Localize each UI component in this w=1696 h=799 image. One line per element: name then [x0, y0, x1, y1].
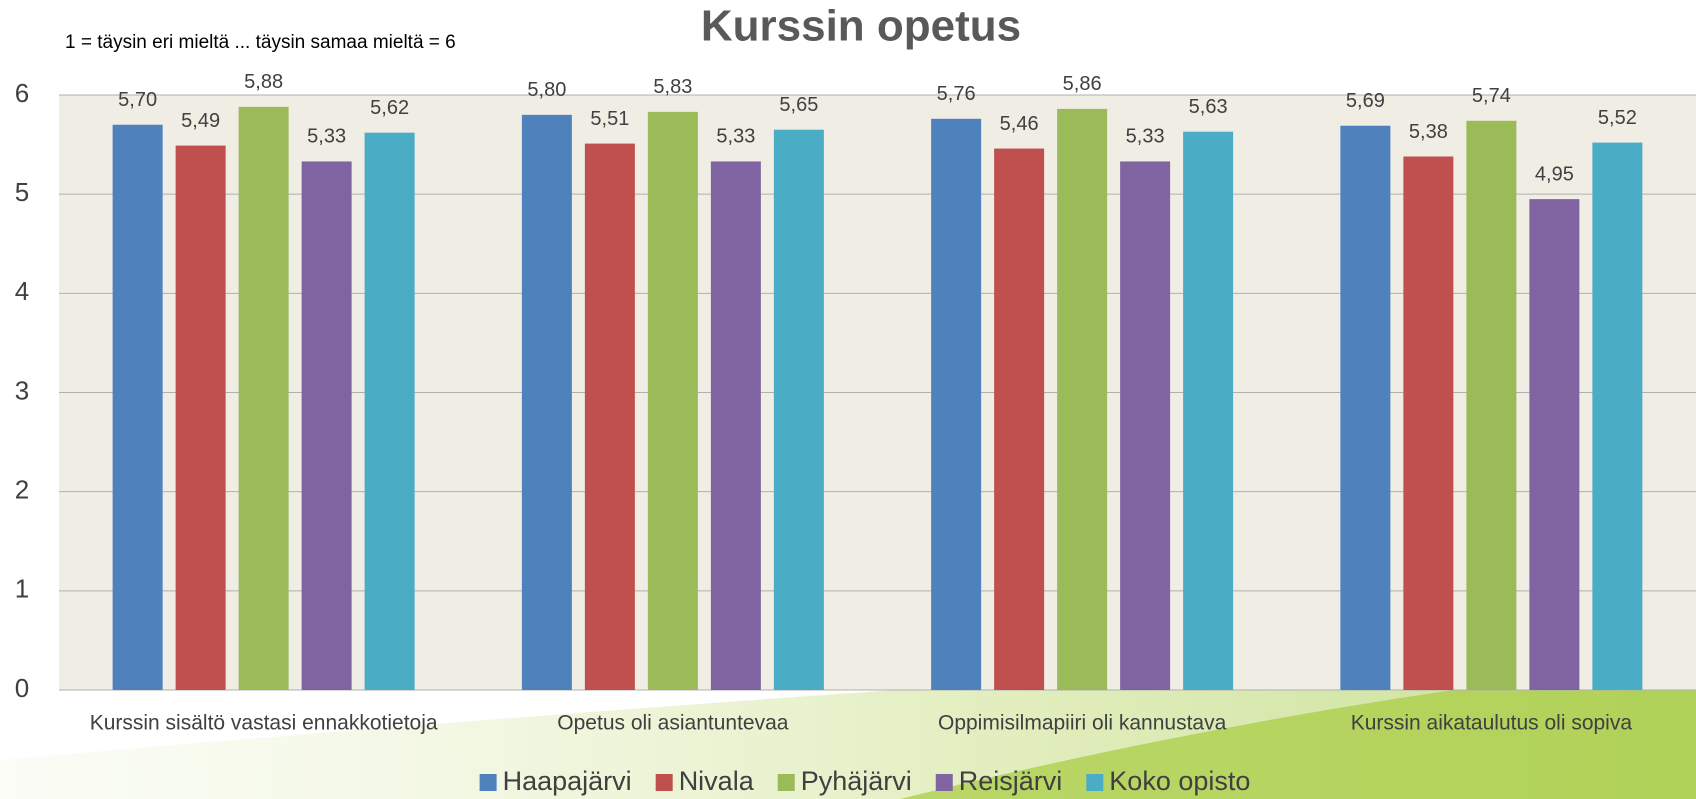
y-tick-label: 1	[15, 574, 29, 604]
value-label: 5,69	[1346, 90, 1385, 112]
bar	[1592, 143, 1642, 690]
x-tick-label: Opetus oli asiantuntevaa	[557, 712, 788, 735]
value-label: 5,65	[779, 94, 818, 116]
y-tick-label: 0	[15, 673, 29, 703]
bar	[113, 125, 163, 690]
bar	[774, 130, 824, 690]
bar	[1340, 126, 1390, 690]
bar	[302, 161, 352, 690]
value-label: 5,62	[370, 97, 409, 119]
x-tick-label: Kurssin sisältö vastasi ennakkotietoja	[90, 712, 438, 735]
legend-label: Koko opisto	[1109, 766, 1250, 796]
value-label: 5,63	[1189, 96, 1228, 118]
bar	[585, 144, 635, 690]
bar	[239, 107, 289, 690]
bar	[1057, 109, 1107, 690]
y-tick-label: 6	[15, 78, 29, 108]
y-tick-label: 5	[15, 177, 29, 207]
x-tick-label: Kurssin aikataulutus oli sopiva	[1351, 712, 1633, 735]
legend-swatch	[778, 774, 795, 791]
value-label: 5,52	[1598, 107, 1637, 129]
value-label: 5,80	[527, 79, 566, 101]
y-tick-label: 2	[15, 475, 29, 505]
value-label: 5,70	[118, 89, 157, 111]
value-label: 5,74	[1472, 85, 1511, 107]
bar	[994, 149, 1044, 690]
x-tick-label: Oppimisilmapiiri oli kannustava	[938, 712, 1227, 735]
chart-title: Kurssin opetus	[701, 2, 1021, 51]
value-label: 5,76	[937, 83, 976, 105]
bar	[1183, 132, 1233, 690]
bar	[1403, 156, 1453, 690]
value-label: 5,86	[1063, 73, 1102, 95]
bar	[522, 115, 572, 690]
bar	[931, 119, 981, 690]
bar	[648, 112, 698, 690]
value-label: 5,83	[653, 76, 692, 98]
value-label: 5,33	[716, 126, 755, 148]
bar	[1466, 121, 1516, 690]
y-tick-label: 4	[15, 276, 29, 306]
legend-label: Haapajärvi	[503, 766, 632, 796]
legend-swatch	[480, 774, 497, 791]
value-label: 5,88	[244, 71, 283, 93]
subtitle: 1 = täysin eri mieltä ... täysin samaa m…	[65, 32, 456, 53]
legend-label: Nivala	[679, 766, 755, 796]
bar	[1120, 161, 1170, 690]
value-label: 5,33	[307, 126, 346, 148]
y-tick-label: 3	[15, 375, 29, 405]
bar	[176, 146, 226, 690]
legend-label: Pyhäjärvi	[801, 766, 912, 796]
legend-swatch	[1086, 774, 1103, 791]
bar	[1529, 199, 1579, 690]
value-label: 5,33	[1126, 126, 1165, 148]
legend-swatch	[936, 774, 953, 791]
value-label: 5,38	[1409, 121, 1448, 143]
bar	[365, 133, 415, 690]
value-label: 5,49	[181, 110, 220, 132]
value-label: 5,46	[1000, 113, 1039, 135]
chart: Kurssin opetus 1 = täysin eri mieltä ...…	[0, 0, 1696, 799]
legend-label: Reisjärvi	[959, 766, 1063, 796]
value-label: 5,51	[590, 108, 629, 130]
bar	[711, 161, 761, 690]
value-label: 4,95	[1535, 163, 1574, 185]
legend-swatch	[656, 774, 673, 791]
